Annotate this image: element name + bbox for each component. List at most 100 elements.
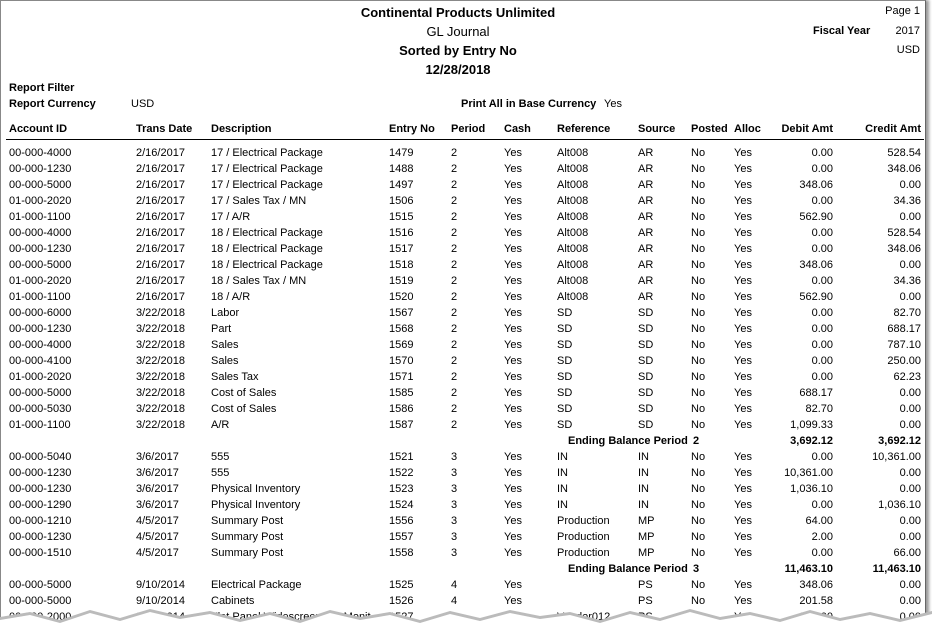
alloc: Yes [734, 243, 752, 255]
trans-date: 3/22/2018 [136, 387, 185, 399]
posted: No [691, 211, 706, 223]
alloc: Yes [734, 467, 752, 479]
credit: 62.23 [893, 371, 921, 383]
entry-no: 1570 [389, 355, 414, 367]
subtotal-debit: 11,463.10 [784, 563, 833, 575]
trans-date: 2/16/2017 [136, 275, 185, 287]
cash: Yes [504, 483, 522, 495]
reference: Alt008 [557, 259, 589, 271]
description: 17 / Electrical Package [211, 147, 323, 159]
debit: 2.00 [811, 531, 833, 543]
account-id: 01-000-1100 [9, 211, 71, 223]
cash: Yes [504, 339, 522, 351]
column-header: Source [638, 123, 676, 135]
source: AR [638, 227, 654, 239]
fiscal-year: 2017 [895, 25, 920, 37]
alloc: Yes [734, 451, 752, 463]
trans-date: 2/16/2017 [136, 211, 185, 223]
entry-no: 1571 [389, 371, 414, 383]
alloc: Yes [734, 307, 752, 319]
debit: 348.06 [799, 579, 833, 591]
posted: No [691, 163, 706, 175]
source: PS [638, 595, 653, 607]
source: SD [638, 307, 654, 319]
period: 2 [451, 179, 458, 191]
entry-no: 1557 [389, 531, 414, 543]
source: AR [638, 195, 654, 207]
reference: SD [557, 339, 573, 351]
period: 3 [451, 499, 458, 511]
period: 2 [451, 419, 458, 431]
posted: No [691, 179, 706, 191]
debit: 348.06 [799, 179, 833, 191]
period: 2 [451, 275, 458, 287]
subtotal-credit: 3,692.12 [878, 435, 921, 447]
cash: Yes [504, 291, 522, 303]
period: 2 [451, 355, 458, 367]
source: IN [638, 499, 649, 511]
filter-currency-label: Report Currency [9, 98, 96, 110]
reference: IN [557, 451, 568, 463]
debit: 0.00 [811, 307, 833, 319]
entry-no: 1497 [389, 179, 414, 191]
base-currency: Yes [604, 98, 622, 110]
reference: Alt008 [557, 275, 589, 287]
trans-date: 3/22/2018 [136, 339, 185, 351]
description: Sales [211, 355, 239, 367]
trans-date: 3/22/2018 [136, 323, 185, 335]
reference: SD [557, 371, 573, 383]
alloc: Yes [734, 579, 752, 591]
description: 555 [211, 451, 230, 463]
alloc: Yes [734, 211, 752, 223]
posted: No [691, 371, 706, 383]
description: Cost of Sales [211, 403, 277, 415]
column-header: Cash [504, 123, 531, 135]
credit: 66.00 [893, 547, 921, 559]
entry-no: 1522 [389, 467, 414, 479]
source: MP [638, 515, 655, 527]
subtotal-period: 2 [693, 435, 700, 447]
credit: 0.00 [899, 211, 921, 223]
account-id: 00-000-5000 [9, 595, 72, 607]
entry-no: 1518 [389, 259, 414, 271]
posted: No [691, 451, 706, 463]
account-id: 00-000-4100 [9, 355, 72, 367]
credit: 0.00 [899, 531, 921, 543]
source: MP [638, 547, 655, 559]
account-id: 00-000-1510 [9, 547, 72, 559]
alloc: Yes [734, 275, 752, 287]
account-id: 00-000-1210 [9, 515, 72, 527]
page-number: Page 1 [885, 5, 920, 17]
cash: Yes [504, 547, 522, 559]
sort: Sorted by Entry No [399, 43, 517, 58]
company: Continental Products Unlimited [360, 5, 556, 20]
cash: Yes [504, 403, 522, 415]
alloc: Yes [734, 531, 752, 543]
subtotal-label: Ending Balance Period [568, 563, 688, 575]
source: AR [638, 163, 654, 175]
posted: No [691, 195, 706, 207]
entry-no: 1520 [389, 291, 414, 303]
column-header: Trans Date [136, 123, 193, 135]
alloc: Yes [734, 259, 752, 271]
period: 2 [451, 211, 458, 223]
cash: Yes [504, 419, 522, 431]
source: AR [638, 147, 654, 159]
account-id: 00-000-4000 [9, 339, 72, 351]
description: 17 / Electrical Package [211, 179, 323, 191]
posted: No [691, 243, 706, 255]
period: 2 [451, 371, 458, 383]
description: 18 / Electrical Package [211, 227, 323, 239]
cash: Yes [504, 515, 522, 527]
cash: Yes [504, 147, 522, 159]
cash: Yes [504, 579, 522, 591]
credit: 0.00 [899, 515, 921, 527]
trans-date: 4/5/2017 [136, 531, 179, 543]
period: 3 [451, 531, 458, 543]
trans-date: 3/22/2018 [136, 403, 185, 415]
column-header: Alloc [734, 123, 761, 135]
description: Cost of Sales [211, 387, 277, 399]
posted: No [691, 467, 706, 479]
account-id: 00-000-5030 [9, 403, 72, 415]
credit: 0.00 [899, 291, 921, 303]
